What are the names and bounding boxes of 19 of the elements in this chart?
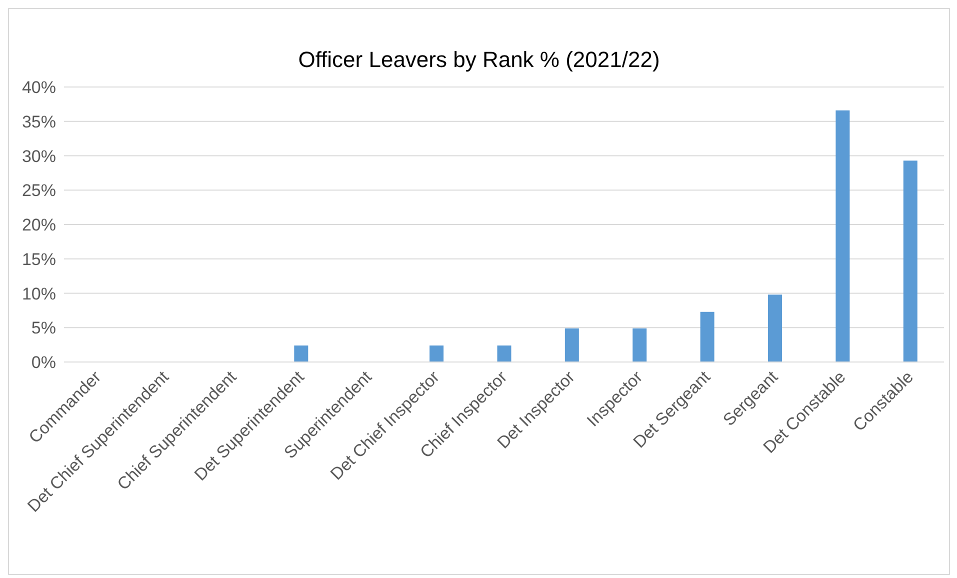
bar [903,160,918,362]
y-tick-label: 40% [22,78,56,98]
bar [294,346,308,362]
bar [430,346,444,362]
y-tick-label: 20% [22,216,56,235]
bar [836,110,850,362]
bar [700,312,714,362]
y-tick-label: 5% [31,318,56,338]
bar [564,328,579,362]
bar [632,328,647,362]
y-tick-label: 30% [22,146,56,166]
bar [497,346,512,362]
bar [768,294,782,362]
y-tick-label: 10% [22,284,56,304]
chart-title: Officer Leavers by Rank % (2021/22) [297,47,661,74]
y-tick-label: 25% [22,181,56,200]
y-tick-label: 15% [22,250,56,269]
y-tick-label: 35% [22,112,56,132]
y-tick-label: 0% [31,353,56,372]
